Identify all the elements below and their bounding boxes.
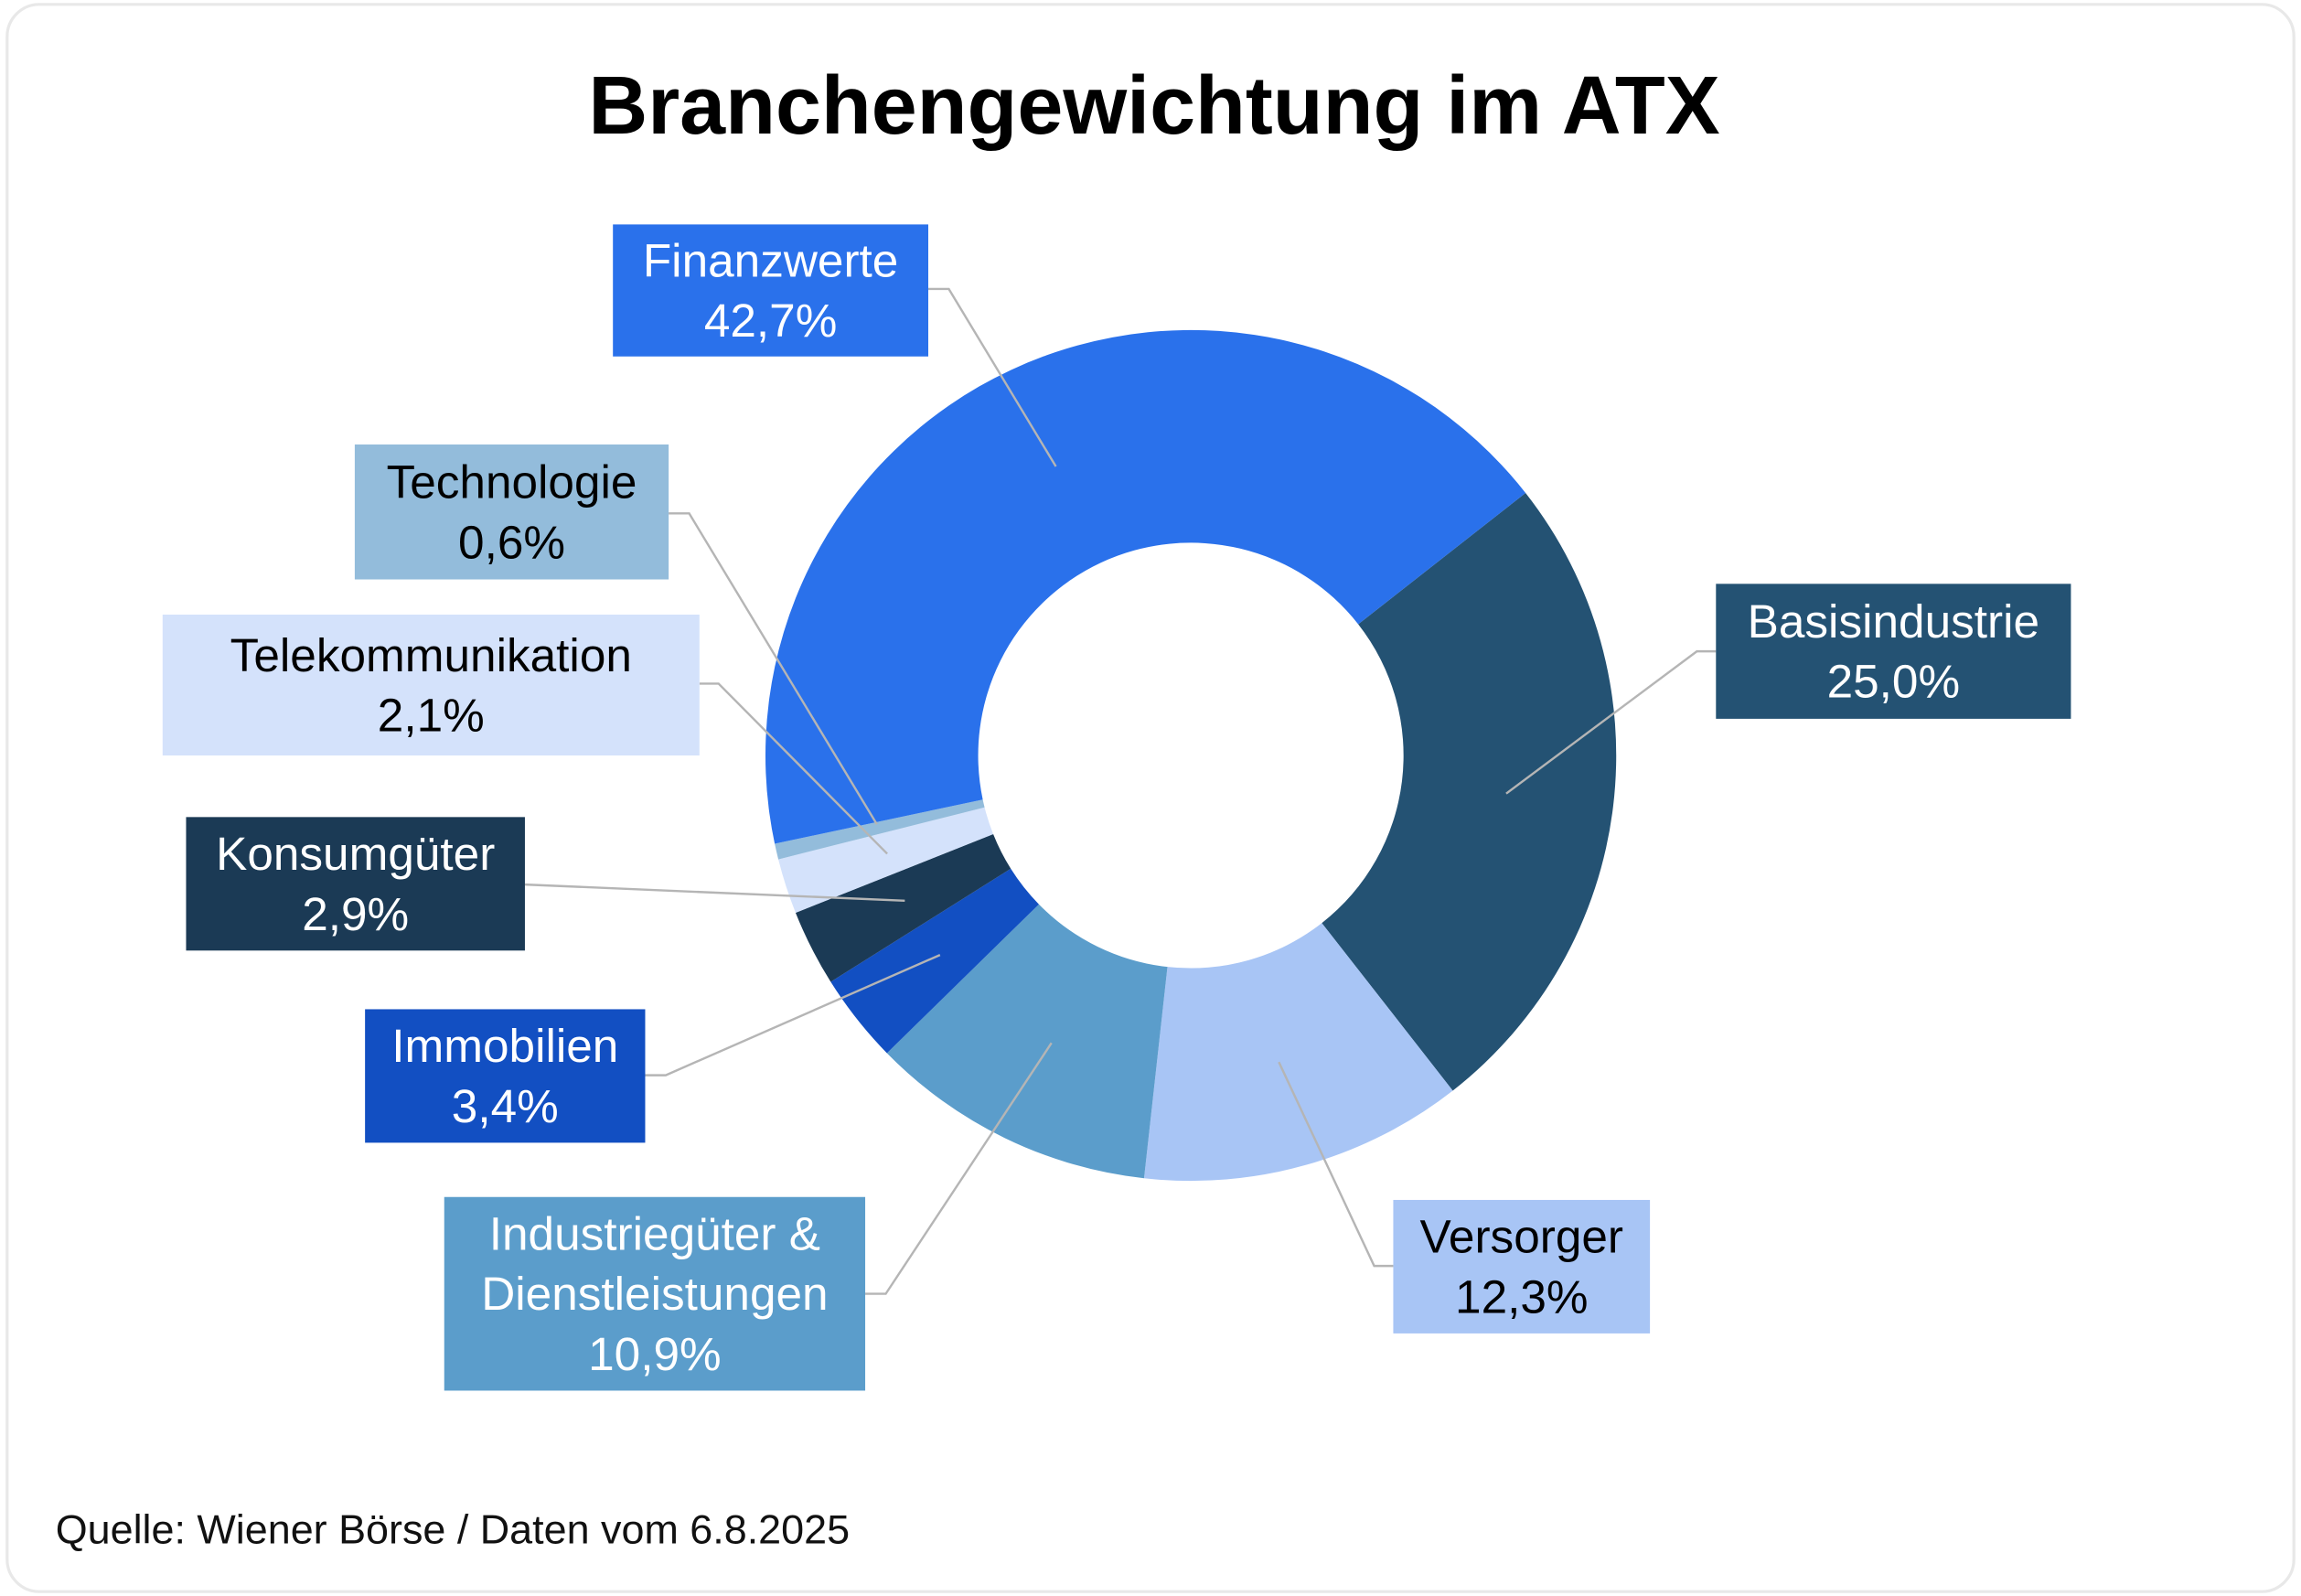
- label-box: [162, 615, 700, 755]
- slice-technologie: [775, 799, 985, 860]
- label-name: Technologie: [387, 456, 637, 509]
- slice-finanzwerte: [765, 329, 1526, 844]
- label-value: 12,3%: [1455, 1270, 1589, 1323]
- label-name: Dienstleistungen: [481, 1268, 828, 1320]
- data-label: Basisindustrie 25,0%: [1716, 584, 2071, 719]
- label-box: [613, 224, 929, 357]
- data-label: Technologie 0,6%: [354, 444, 669, 580]
- slice-telekommunikation: [778, 807, 994, 913]
- label-name: Finanzwerte: [643, 234, 898, 286]
- label-name: Versorger: [1420, 1211, 1623, 1263]
- slice-versorger: [1143, 923, 1453, 1182]
- leader-line: [1505, 649, 1717, 795]
- slice-basisindustrie: [1322, 492, 1617, 1091]
- label-name: Basisindustrie: [1748, 595, 2039, 648]
- leader-line: [669, 512, 878, 825]
- label-value: 2,9%: [302, 888, 409, 940]
- label-box: [365, 1009, 646, 1143]
- label-value: 42,7%: [704, 295, 838, 347]
- label-name: Immobilien: [391, 1020, 618, 1072]
- label-value: 25,0%: [1827, 656, 1960, 708]
- data-label: Telekommunikation 2,1%: [162, 615, 700, 755]
- leader-line: [699, 682, 888, 855]
- chart-title: Branchengewichtung im ATX: [588, 60, 1719, 152]
- label-box: [186, 817, 525, 951]
- label-value: 10,9%: [588, 1328, 722, 1380]
- label-value: 3,4%: [452, 1080, 559, 1132]
- label-box: [354, 444, 669, 580]
- card-background: [5, 3, 2296, 1593]
- label-box: [444, 1196, 866, 1391]
- label-value: 2,1%: [378, 690, 485, 742]
- label-box: [1393, 1199, 1651, 1334]
- data-label: Immobilien 3,4%: [365, 1009, 646, 1143]
- data-label: Finanzwerte 42,7%: [613, 224, 929, 357]
- label-value: 0,6%: [458, 516, 565, 568]
- slice-immobilien: [830, 868, 1039, 1054]
- leader-line: [645, 954, 941, 1076]
- source-note: Quelle: Wiener Börse / Daten vom 6.8.202…: [56, 1505, 850, 1552]
- label-box: [1716, 584, 2071, 719]
- leader-line: [524, 883, 905, 902]
- leader-line: [1278, 1061, 1394, 1268]
- slice-industriegüter-dienstleistungen: [886, 904, 1168, 1179]
- label-name: Industriegüter &: [489, 1207, 820, 1259]
- slice-konsumgüter: [795, 833, 1011, 982]
- data-label: Versorger 12,3%: [1393, 1199, 1651, 1334]
- label-name: Telekommunikation: [230, 629, 632, 681]
- label-name: Konsumgüter: [216, 828, 495, 880]
- data-label: Industriegüter & Dienstleistungen 10,9%: [444, 1196, 866, 1391]
- leader-line: [928, 287, 1057, 467]
- data-label: Konsumgüter 2,9%: [186, 817, 525, 951]
- leader-line: [865, 1042, 1053, 1295]
